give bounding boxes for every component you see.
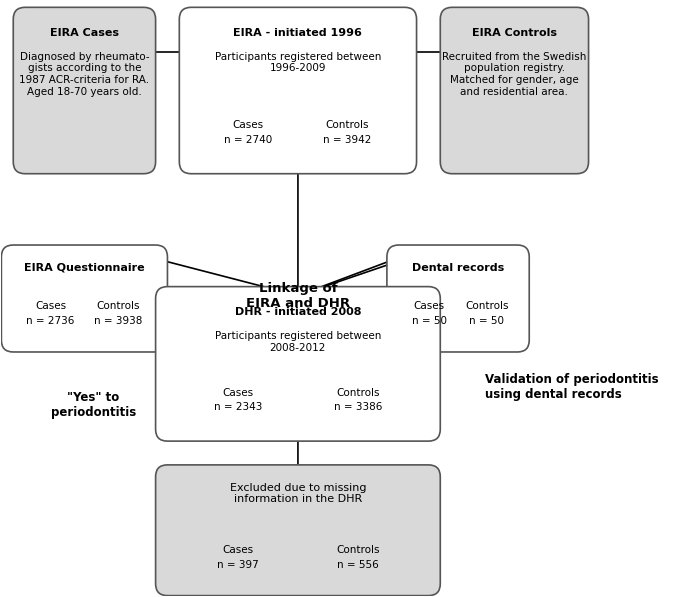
Text: n = 556: n = 556 xyxy=(337,560,379,570)
Text: EIRA Controls: EIRA Controls xyxy=(472,28,557,38)
FancyBboxPatch shape xyxy=(440,7,589,174)
FancyBboxPatch shape xyxy=(155,287,440,441)
Text: Linkage of
EIRA and DHR: Linkage of EIRA and DHR xyxy=(246,282,350,309)
Text: Recruited from the Swedish
population registry.
Matched for gender, age
and resi: Recruited from the Swedish population re… xyxy=(442,52,587,97)
Text: Dental records: Dental records xyxy=(412,263,504,273)
Text: n = 397: n = 397 xyxy=(217,560,259,570)
Text: n = 2343: n = 2343 xyxy=(214,402,262,413)
Text: Controls: Controls xyxy=(336,545,380,555)
Text: Controls: Controls xyxy=(336,387,380,398)
FancyBboxPatch shape xyxy=(179,7,417,174)
Text: Controls: Controls xyxy=(97,301,140,312)
Text: n = 3386: n = 3386 xyxy=(334,402,382,413)
Text: n = 50: n = 50 xyxy=(469,316,504,327)
Text: Cases: Cases xyxy=(233,120,264,130)
Text: n = 3938: n = 3938 xyxy=(94,316,143,327)
Text: Excluded due to missing
information in the DHR: Excluded due to missing information in t… xyxy=(229,483,366,504)
Text: Cases: Cases xyxy=(222,387,254,398)
Text: "Yes" to
periodontitis: "Yes" to periodontitis xyxy=(50,390,136,418)
Text: Diagnosed by rheumato-
gists according to the
1987 ACR-criteria for RA.
Aged 18-: Diagnosed by rheumato- gists according t… xyxy=(20,52,149,97)
Text: Cases: Cases xyxy=(222,545,254,555)
Text: n = 3942: n = 3942 xyxy=(323,135,371,145)
FancyBboxPatch shape xyxy=(1,245,168,352)
Text: n = 50: n = 50 xyxy=(412,316,447,327)
Text: Cases: Cases xyxy=(35,301,66,312)
Text: Validation of periodontitis
using dental records: Validation of periodontitis using dental… xyxy=(485,373,658,401)
Text: DHR - initiated 2008: DHR - initiated 2008 xyxy=(235,307,361,318)
Text: Participants registered between
1996-2009: Participants registered between 1996-200… xyxy=(215,52,381,73)
Text: EIRA - initiated 1996: EIRA - initiated 1996 xyxy=(234,28,362,38)
Text: Controls: Controls xyxy=(326,120,369,130)
FancyBboxPatch shape xyxy=(387,245,529,352)
FancyBboxPatch shape xyxy=(155,465,440,596)
Text: EIRA Questionnaire: EIRA Questionnaire xyxy=(24,263,145,273)
Text: Cases: Cases xyxy=(414,301,445,312)
Text: n = 2736: n = 2736 xyxy=(26,316,75,327)
Text: n = 2740: n = 2740 xyxy=(224,135,273,145)
Text: Participants registered between
2008-2012: Participants registered between 2008-201… xyxy=(215,331,381,353)
Text: EIRA Cases: EIRA Cases xyxy=(50,28,119,38)
Text: Controls: Controls xyxy=(465,301,509,312)
FancyBboxPatch shape xyxy=(13,7,155,174)
